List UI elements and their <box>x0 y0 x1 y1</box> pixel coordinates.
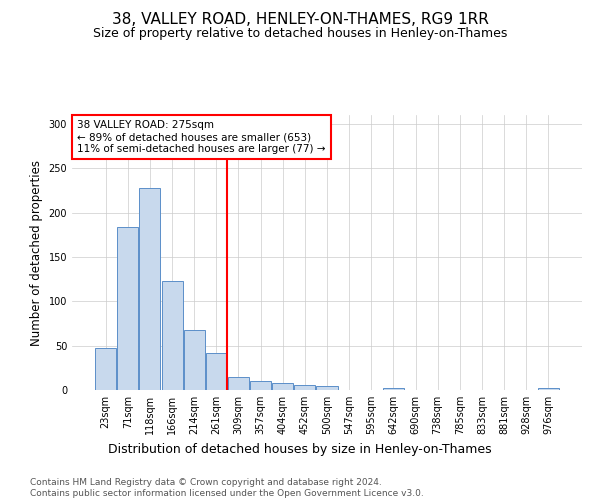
Bar <box>272 383 293 390</box>
Bar <box>118 227 139 390</box>
Bar <box>316 386 338 390</box>
Bar <box>139 188 160 390</box>
Text: 38, VALLEY ROAD, HENLEY-ON-THAMES, RG9 1RR: 38, VALLEY ROAD, HENLEY-ON-THAMES, RG9 1… <box>112 12 488 28</box>
Bar <box>383 388 404 390</box>
Bar <box>250 381 271 390</box>
Bar <box>295 384 316 390</box>
Y-axis label: Number of detached properties: Number of detached properties <box>30 160 43 346</box>
Bar <box>161 281 182 390</box>
Bar <box>206 352 227 390</box>
Text: Size of property relative to detached houses in Henley-on-Thames: Size of property relative to detached ho… <box>93 28 507 40</box>
Text: Distribution of detached houses by size in Henley-on-Thames: Distribution of detached houses by size … <box>108 442 492 456</box>
Bar <box>538 388 559 390</box>
Bar <box>228 376 249 390</box>
Text: Contains HM Land Registry data © Crown copyright and database right 2024.
Contai: Contains HM Land Registry data © Crown c… <box>30 478 424 498</box>
Bar <box>184 330 205 390</box>
Text: 38 VALLEY ROAD: 275sqm
← 89% of detached houses are smaller (653)
11% of semi-de: 38 VALLEY ROAD: 275sqm ← 89% of detached… <box>77 120 326 154</box>
Bar <box>95 348 116 390</box>
